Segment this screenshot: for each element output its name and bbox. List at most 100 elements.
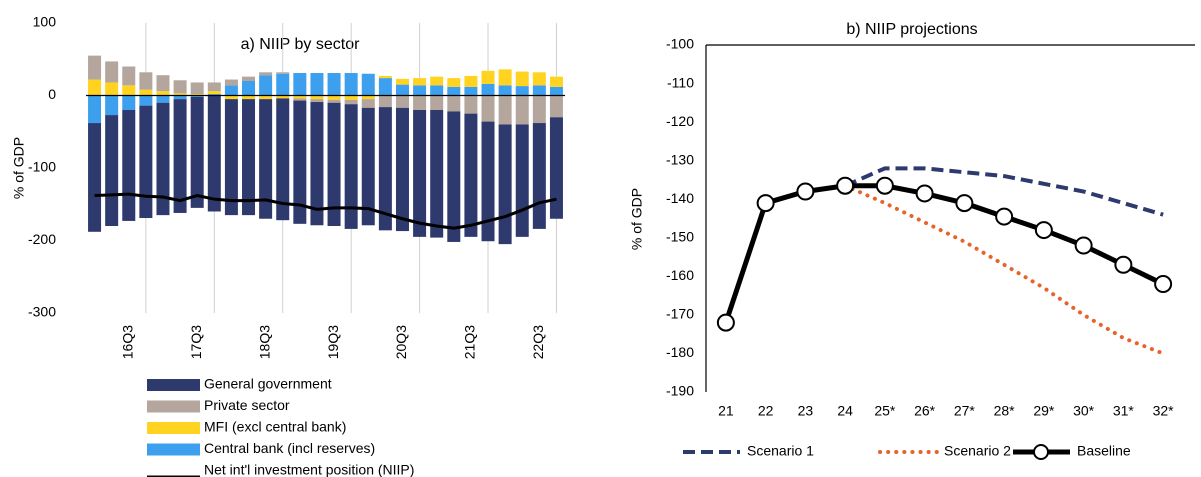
bar-segment [498, 69, 512, 86]
bar-segment [224, 99, 238, 216]
bar-segment [430, 76, 444, 86]
bar-segment [122, 85, 136, 96]
bar-segment [88, 123, 102, 232]
bar-segment [156, 102, 170, 216]
bar-segment [293, 73, 307, 96]
bar-segment [122, 110, 136, 221]
bar-segment [378, 75, 392, 79]
bar-segment [395, 78, 409, 85]
bar-segment [447, 78, 461, 87]
bar-segment [242, 76, 256, 81]
bar-segment [532, 123, 546, 229]
x-tick-label: 17Q3 [188, 325, 204, 359]
legend-label: MFI (excl central bank) [204, 419, 346, 435]
bar-segment [139, 105, 153, 219]
bar-segment [156, 95, 170, 103]
legend-swatch [147, 400, 200, 413]
bar-segment [276, 73, 290, 96]
bar-segment [395, 107, 409, 232]
x-tick-label: 28* [994, 403, 1016, 419]
bar-segment [293, 95, 307, 99]
x-tick-label: 19Q3 [325, 325, 341, 359]
bar-segment [310, 102, 324, 226]
y-tick-label: -200 [28, 231, 56, 247]
bar-segment [207, 94, 221, 96]
bar-segment [498, 85, 512, 96]
bar-segment [361, 99, 375, 108]
bar-segment [259, 99, 273, 219]
x-tick-label: 25* [874, 403, 896, 419]
bar-segment [139, 89, 153, 96]
bar-segment [361, 107, 375, 226]
bar-segment [190, 82, 204, 95]
bar-segment [327, 95, 341, 100]
y-axis-label: % of GDP [11, 137, 27, 199]
bar-segment [276, 72, 290, 74]
bar-segment [378, 107, 392, 231]
bar-segment [464, 95, 478, 114]
bar-segment [156, 75, 170, 92]
line-marker [836, 176, 855, 195]
bar-segment [173, 93, 187, 96]
bar-segment [549, 86, 563, 96]
line-marker [1114, 255, 1133, 274]
bar-segment [105, 95, 119, 116]
bar-segment [327, 102, 341, 226]
bar-segment [105, 115, 119, 226]
line-marker [1074, 236, 1093, 255]
bar-segment [259, 75, 273, 96]
bar-segment [481, 121, 495, 242]
x-tick-label: 29* [1033, 403, 1055, 419]
bar-segment [224, 85, 238, 96]
bar-segment [310, 99, 324, 103]
bar-segment [532, 85, 546, 96]
x-tick-label: 20Q3 [393, 325, 409, 359]
line-marker [875, 176, 894, 195]
x-tick-label: 22 [758, 403, 774, 419]
y-tick-label: -300 [28, 304, 56, 320]
bar-segment [361, 73, 375, 96]
bar-segment [259, 72, 273, 76]
legend-label: Scenario 1 [747, 443, 814, 459]
x-tick-label: 30* [1073, 403, 1095, 419]
bar-segment [447, 95, 461, 112]
y-tick-label: -120 [666, 113, 694, 129]
bar-segment [413, 95, 427, 110]
line-marker [1154, 275, 1173, 294]
y-tick-label: 100 [33, 14, 57, 30]
x-tick-label: 16Q3 [119, 325, 135, 359]
y-tick-label: -110 [667, 74, 694, 90]
y-tick-label: -100 [28, 159, 56, 175]
bar-segment [515, 86, 529, 96]
bar-segment [327, 73, 341, 96]
bar-segment [430, 85, 444, 96]
bar-segment [344, 73, 358, 96]
line-marker [915, 184, 934, 203]
legend-label: Baseline [1077, 443, 1131, 459]
line-marker [796, 182, 815, 201]
bar-segment [242, 95, 256, 100]
line-marker [955, 194, 974, 213]
bar-segment [105, 82, 119, 96]
bar-segment [173, 95, 187, 100]
bar-segment [88, 55, 102, 80]
bar-segment [447, 86, 461, 96]
line-series [844, 166, 1164, 217]
bar-segment [190, 94, 204, 96]
y-tick-label: -150 [666, 228, 694, 244]
y-tick-label: -140 [666, 190, 694, 206]
bar-segment [276, 98, 290, 221]
bar-segment [293, 98, 307, 101]
bar-segment [344, 99, 358, 105]
bar-segment [310, 73, 324, 96]
legend-label: General government [204, 376, 332, 392]
x-tick-label: 32* [1153, 403, 1175, 419]
legend-label: Private sector [204, 397, 290, 413]
x-tick-label: 24 [837, 403, 853, 419]
bar-segment [242, 99, 256, 216]
bar-segment [464, 86, 478, 96]
y-tick-label: -190 [666, 383, 694, 399]
bar-segment [156, 91, 170, 96]
bar-segment [259, 95, 273, 100]
